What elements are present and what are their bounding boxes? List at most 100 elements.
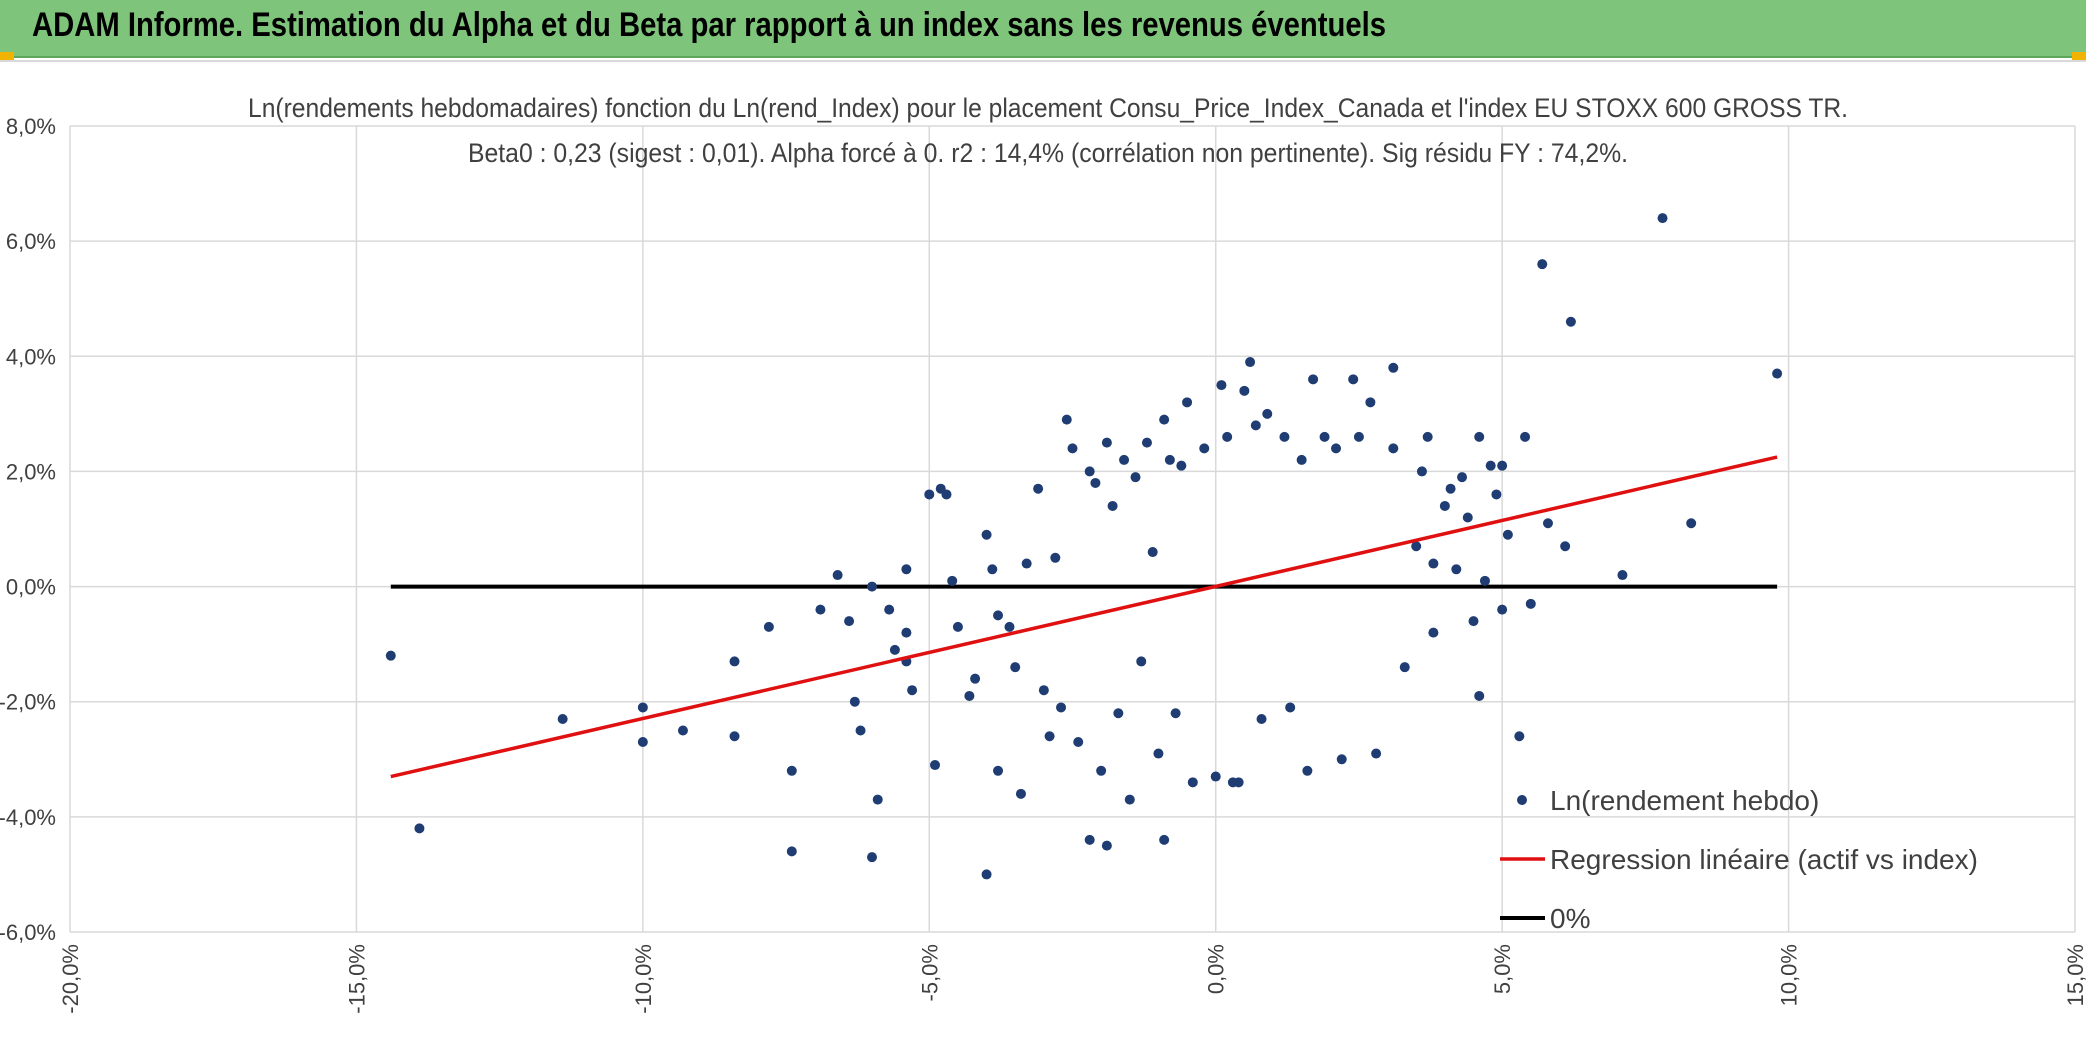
data-point [1285, 702, 1296, 713]
data-point [1119, 454, 1130, 465]
data-point [1010, 662, 1021, 673]
data-point [1617, 570, 1628, 581]
data-point [1101, 840, 1112, 851]
data-point [1462, 512, 1473, 523]
data-point [729, 731, 740, 742]
data-point [981, 869, 992, 880]
data-point [855, 725, 866, 736]
data-point [844, 616, 855, 627]
y-tick-label: 4,0% [6, 344, 56, 369]
data-point [1239, 385, 1250, 396]
x-tick-label: 5,0% [1490, 944, 1515, 994]
x-tick-label: 0,0% [1204, 944, 1229, 994]
data-point [1474, 431, 1485, 442]
data-point [1657, 213, 1668, 224]
legend-label-regression: Regression linéaire (actif vs index) [1550, 844, 1978, 875]
data-point [1411, 541, 1422, 552]
data-point [1021, 558, 1032, 569]
data-point [867, 581, 877, 592]
x-tick-label: -15,0% [344, 944, 369, 1014]
data-point [1096, 765, 1107, 776]
data-point [993, 610, 1004, 621]
x-tick-label: -10,0% [631, 944, 656, 1014]
data-point [1336, 754, 1347, 765]
data-point [952, 621, 963, 632]
data-point [924, 489, 935, 500]
data-point [1371, 748, 1382, 759]
data-point [414, 823, 425, 834]
data-point [964, 690, 975, 701]
data-point [1084, 834, 1095, 845]
data-point [1308, 374, 1319, 385]
data-point [1502, 529, 1513, 540]
y-tick-label: 2,0% [6, 459, 56, 484]
data-point [1428, 627, 1439, 638]
data-point [930, 760, 941, 771]
data-point [1159, 414, 1170, 425]
data-point [1124, 794, 1135, 805]
data-point [786, 765, 797, 776]
data-point [1073, 737, 1084, 748]
data-point [1182, 397, 1193, 408]
data-point [1457, 472, 1468, 483]
data-point [1560, 541, 1571, 552]
data-point [1107, 500, 1118, 511]
y-tick-label: -4,0% [0, 805, 56, 830]
y-tick-label: -6,0% [0, 920, 56, 945]
data-point [884, 604, 895, 615]
data-point [867, 852, 877, 863]
legend-label-points: Ln(rendement hebdo) [1550, 785, 1819, 816]
data-point [1439, 500, 1450, 511]
y-tick-label: 0,0% [6, 575, 56, 600]
data-point [1520, 431, 1531, 442]
data-point [385, 650, 396, 661]
data-point [1216, 380, 1227, 391]
data-point [1451, 564, 1462, 575]
data-point [1497, 460, 1508, 471]
data-point [1164, 454, 1175, 465]
data-point [763, 621, 774, 632]
data-point [1090, 477, 1101, 488]
data-point [1399, 662, 1410, 673]
data-point [1033, 483, 1044, 494]
data-point [947, 575, 958, 586]
data-point [1170, 708, 1181, 719]
data-point [637, 737, 648, 748]
chart-area: -6,0% -4,0% -2,0% 0,0% 2,0% 4,0% 6,0% 8,0% -20,0… [0, 60, 2086, 1035]
data-point [1388, 443, 1399, 454]
data-point [1348, 374, 1359, 385]
data-point [872, 794, 883, 805]
data-point [1250, 420, 1261, 431]
data-point [1084, 466, 1095, 477]
data-point [993, 765, 1004, 776]
x-tick-label: -20,0% [58, 944, 83, 1014]
data-point [901, 627, 912, 638]
data-point [637, 702, 648, 713]
data-point [1686, 518, 1697, 529]
data-point [1233, 777, 1244, 788]
data-point [1565, 316, 1576, 327]
data-point [1004, 621, 1015, 632]
data-point [1245, 357, 1256, 368]
data-point [1542, 518, 1553, 529]
data-point [907, 685, 918, 696]
data-point [1479, 575, 1490, 586]
data-point [1067, 443, 1078, 454]
y-tick-label: 8,0% [6, 114, 56, 139]
data-point [1388, 362, 1399, 373]
data-point [1474, 690, 1485, 701]
data-point [1136, 656, 1147, 667]
data-point [1015, 788, 1026, 799]
legend-marker-points [1517, 795, 1527, 805]
data-point [889, 644, 900, 655]
data-point [941, 489, 952, 500]
regression-line [390, 455, 1778, 779]
data-point [1113, 708, 1124, 719]
data-point [1044, 731, 1055, 742]
y-tick-label: 6,0% [6, 229, 56, 254]
data-point [1497, 604, 1508, 615]
chart-title: Ln(rendements hebdomadaires) fonction du… [248, 93, 1848, 123]
data-point [1365, 397, 1376, 408]
data-point [901, 564, 912, 575]
data-point [1319, 431, 1330, 442]
